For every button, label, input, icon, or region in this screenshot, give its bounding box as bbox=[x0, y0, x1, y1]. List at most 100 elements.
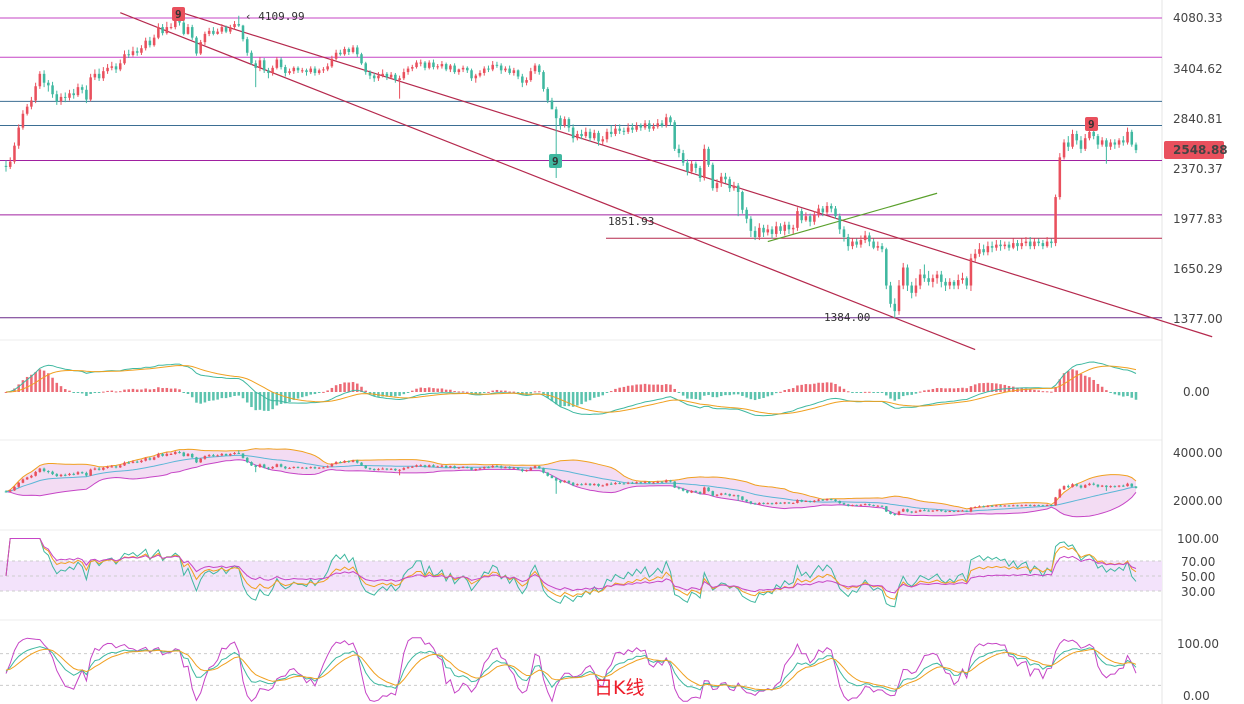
macd-histogram-bar bbox=[38, 369, 42, 392]
macd-histogram-bar bbox=[677, 392, 681, 393]
candle-body bbox=[195, 37, 198, 54]
candle-body bbox=[796, 211, 799, 228]
boll-candle-body bbox=[356, 460, 359, 463]
boll-candle-body bbox=[474, 469, 478, 471]
macd-histogram-bar bbox=[402, 392, 406, 395]
macd-histogram-bar bbox=[944, 388, 947, 392]
boll-candle-body bbox=[339, 462, 342, 464]
macd-histogram-bar bbox=[174, 388, 177, 392]
candle-body bbox=[368, 72, 372, 76]
candle-body bbox=[351, 47, 355, 52]
main-y-tick-6: 1377.00 bbox=[1173, 312, 1223, 326]
candle-body bbox=[580, 133, 583, 137]
candle-body bbox=[55, 94, 59, 102]
boll-candle-body bbox=[952, 511, 956, 513]
macd-histogram-bar bbox=[834, 383, 837, 392]
boll-candle-body bbox=[292, 466, 296, 468]
candle-body bbox=[85, 89, 88, 100]
candle-body bbox=[372, 75, 376, 79]
boll-candle-body bbox=[732, 495, 736, 497]
boll-candle-body bbox=[34, 471, 37, 476]
candle-body bbox=[317, 70, 321, 73]
candle-body bbox=[491, 64, 494, 70]
current-price-label: 2548.88 bbox=[1173, 143, 1228, 157]
candle-body bbox=[978, 249, 981, 254]
macd-histogram-bar bbox=[567, 392, 571, 407]
candle-body bbox=[736, 185, 740, 192]
candle-body bbox=[982, 249, 985, 253]
boll-candle-body bbox=[1058, 489, 1062, 498]
boll-candle-body bbox=[169, 453, 173, 455]
macd-histogram-bar bbox=[1079, 373, 1083, 392]
annotation-high: ‹ 4109.99 bbox=[245, 10, 305, 23]
candle-body bbox=[525, 80, 528, 83]
candle-body bbox=[1050, 241, 1053, 244]
boll-candle-body bbox=[1134, 486, 1138, 488]
macd-histogram-bar bbox=[749, 392, 753, 400]
macd-histogram-bar bbox=[1134, 392, 1138, 400]
candle-body bbox=[97, 73, 101, 79]
boll-candle-body bbox=[123, 462, 126, 466]
candle-body bbox=[584, 131, 588, 137]
macd-histogram-bar bbox=[432, 388, 435, 392]
candle-body bbox=[4, 165, 8, 167]
candle-body bbox=[76, 87, 80, 96]
kdj-j-line bbox=[5, 637, 1137, 703]
boll-candle-body bbox=[885, 506, 888, 512]
candle-body bbox=[762, 227, 765, 233]
macd-histogram-bar bbox=[838, 386, 842, 392]
candle-body bbox=[1041, 243, 1045, 247]
macd-histogram-bar bbox=[1050, 391, 1053, 393]
candle-body bbox=[474, 75, 478, 79]
candle-body bbox=[681, 153, 685, 163]
candle-body bbox=[601, 139, 605, 142]
boll-candle-body bbox=[986, 505, 990, 507]
boll-candle-body bbox=[1122, 485, 1125, 487]
macd-histogram-bar bbox=[724, 392, 727, 396]
boll-candle-body bbox=[377, 469, 380, 471]
candle-body bbox=[770, 229, 774, 234]
candle-body bbox=[377, 75, 380, 79]
boll-candle-body bbox=[161, 453, 164, 456]
macd-histogram-bar bbox=[233, 392, 236, 396]
macd-histogram-bar bbox=[165, 387, 169, 392]
candle-body bbox=[648, 123, 651, 129]
candle-body bbox=[889, 285, 892, 304]
boll-candle-body bbox=[762, 502, 765, 504]
macd-histogram-bar bbox=[1016, 387, 1019, 392]
candle-body bbox=[309, 68, 312, 73]
macd-histogram-bar bbox=[347, 382, 351, 392]
boll-candle-body bbox=[207, 455, 211, 457]
candle-body bbox=[1075, 133, 1079, 141]
candle-body bbox=[605, 131, 609, 140]
boll-candle-body bbox=[914, 511, 918, 513]
boll-candle-body bbox=[25, 477, 29, 480]
macd-histogram-bar bbox=[123, 389, 126, 392]
macd-histogram-bar bbox=[732, 392, 736, 395]
candle-body bbox=[1003, 244, 1007, 247]
macd-histogram-bar bbox=[961, 387, 964, 392]
macd-histogram-bar bbox=[343, 382, 346, 392]
macd-histogram-bar bbox=[157, 387, 160, 392]
macd-histogram-bar bbox=[508, 391, 511, 393]
boll-candle-body bbox=[203, 456, 207, 459]
boll-candle-body bbox=[368, 468, 372, 470]
boll-candle-body bbox=[512, 467, 516, 469]
kdj-y-tick-0: 100.00 bbox=[1177, 637, 1219, 651]
candle-body bbox=[969, 258, 973, 286]
candle-body bbox=[1092, 131, 1095, 137]
boll-candle-body bbox=[38, 468, 42, 472]
boll-candle-body bbox=[834, 499, 837, 501]
macd-histogram-bar bbox=[17, 384, 20, 392]
boll-candle-body bbox=[258, 464, 262, 467]
macd-histogram-bar bbox=[664, 384, 668, 392]
macd-histogram-bar bbox=[144, 388, 147, 392]
macd-histogram-bar bbox=[728, 392, 731, 396]
boll-candle-body bbox=[995, 505, 998, 507]
macd-histogram-bar bbox=[1100, 386, 1104, 392]
candle-body bbox=[609, 131, 613, 134]
candle-body bbox=[698, 167, 702, 178]
macd-histogram-bar bbox=[1033, 389, 1036, 392]
candle-body bbox=[135, 51, 139, 53]
